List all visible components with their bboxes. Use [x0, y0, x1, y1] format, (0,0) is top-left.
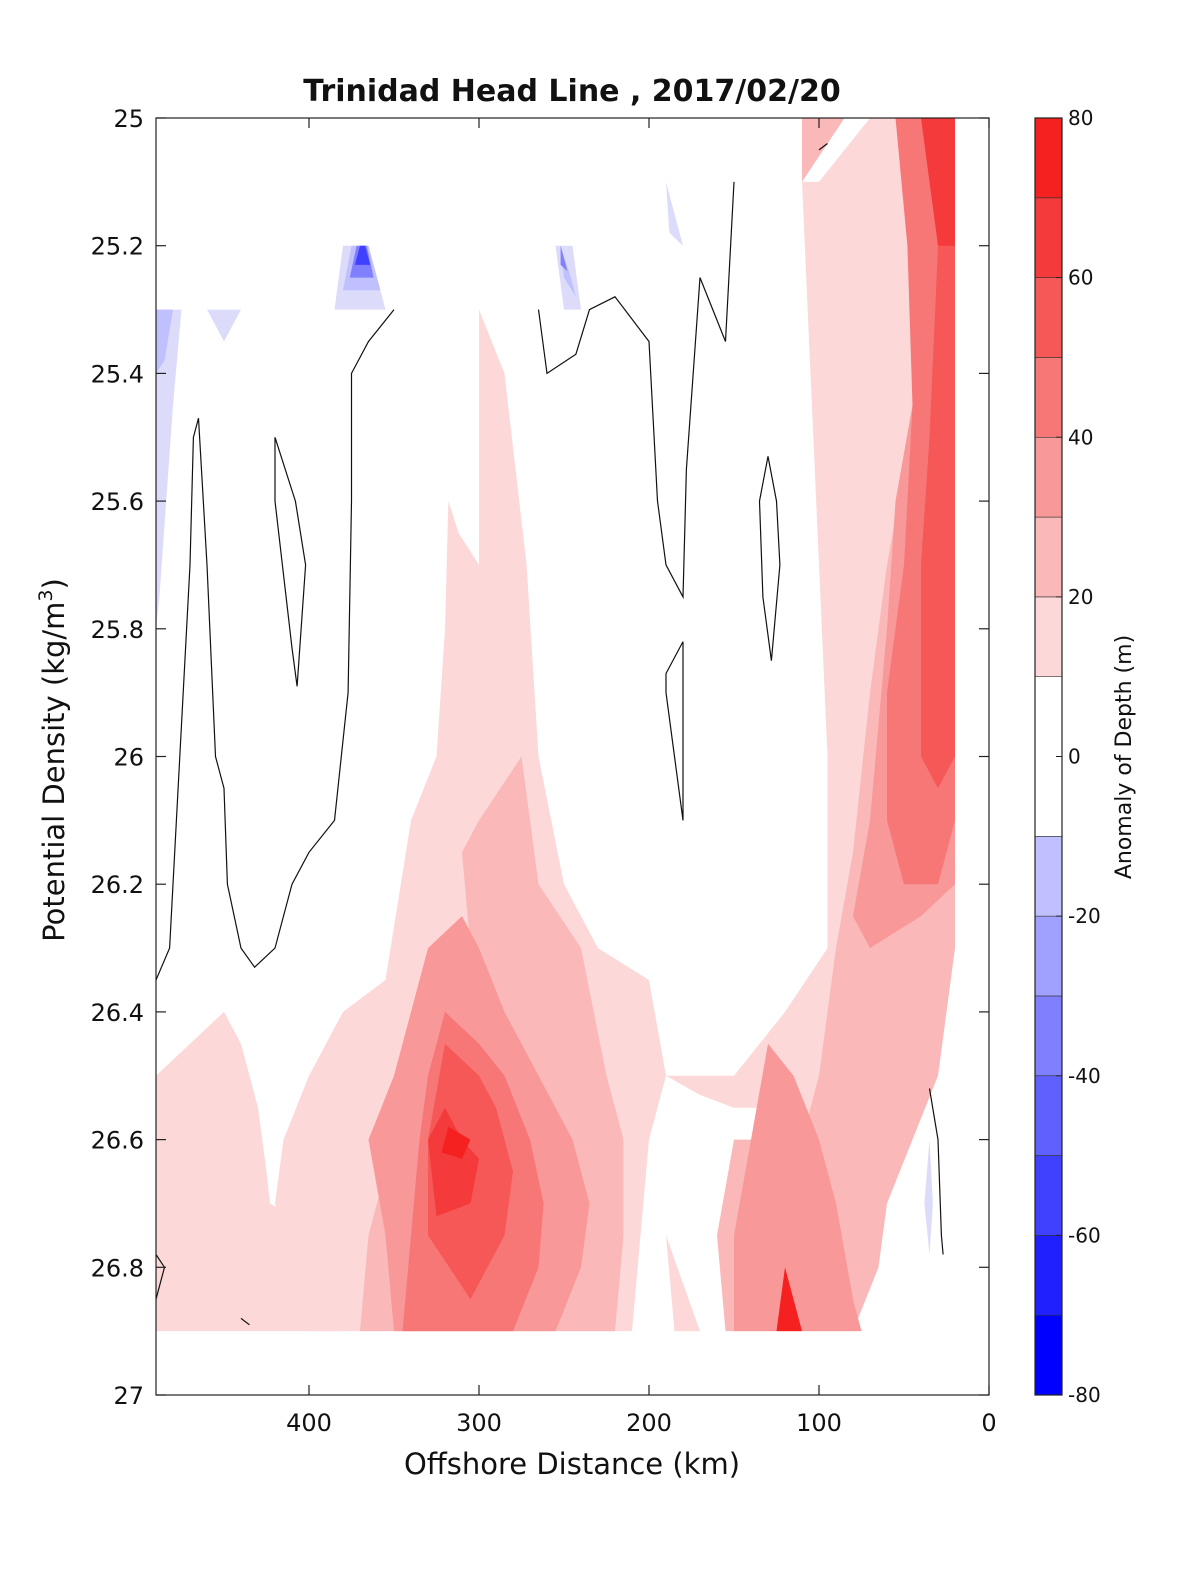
- x-axis-ticks: 400 300 200 100 0: [286, 118, 997, 1437]
- colorbar-tick-label--20: -20: [1068, 904, 1101, 928]
- colorbar-segments: [1034, 117, 1063, 1396]
- contour-fill-layer: [156, 118, 955, 1332]
- zero-contour-line-4: [665, 641, 684, 821]
- zero-contour-layer: [156, 143, 944, 1326]
- y-axis-title: Potential Density (kg/m3): [35, 578, 71, 942]
- y-axis-title-main: Potential Density (kg/m: [37, 602, 71, 942]
- y-tick-label-26: 26: [113, 744, 144, 772]
- colorbar-tick-label-60: 60: [1068, 266, 1093, 290]
- y-tick-label-25: 25: [113, 105, 144, 133]
- x-tick-label-300: 300: [456, 1409, 502, 1437]
- contour-region-pos50-21: [921, 118, 955, 789]
- zero-contour-line-3: [758, 456, 781, 661]
- zero-contour-line-7: [240, 1317, 250, 1326]
- contour-region-pos60-22: [428, 1107, 479, 1217]
- contour-region-neg10-3: [207, 309, 241, 342]
- colorbar-band--20--10: [1034, 836, 1063, 917]
- colorbar-band-40-50: [1034, 357, 1063, 438]
- colorbar-band--50--40: [1034, 1075, 1063, 1156]
- contour-region-neg10-7: [924, 1139, 933, 1255]
- colorbar-tick-label-20: 20: [1068, 585, 1093, 609]
- y-axis-title-superscript: 3: [35, 589, 57, 601]
- contour-region-neg10-6: [666, 181, 683, 246]
- contour-region-neg20-12: [560, 245, 576, 297]
- colorbar-band--80--70: [1034, 1314, 1063, 1396]
- contour-region-pos10-1: [156, 1011, 343, 1332]
- colorbar-tick-label--60: -60: [1068, 1223, 1101, 1247]
- colorbar-band-60-70: [1034, 197, 1063, 278]
- zero-contour-line-8: [818, 143, 828, 151]
- colorbar-tick-label-80: 80: [1068, 106, 1093, 130]
- colorbar: -80 -60 -40 -20 0 20 40 60 80 Anomaly of Depth (…: [1034, 106, 1137, 1407]
- x-tick-label-200: 200: [626, 1409, 672, 1437]
- contour-region-neg10-2: [156, 309, 182, 629]
- zero-contour-line-5: [928, 1088, 944, 1255]
- colorbar-ticks: -80 -60 -40 -20 0 20 40 60 80: [1056, 106, 1101, 1407]
- y-tick-label-25.2: 25.2: [91, 233, 144, 261]
- colorbar-band-70-80: [1034, 117, 1063, 199]
- colorbar-tick-label--80: -80: [1068, 1383, 1101, 1407]
- y-tick-label-26.2: 26.2: [91, 871, 144, 899]
- x-tick-label-400: 400: [286, 1409, 332, 1437]
- contour-region-neg60-24: [354, 245, 371, 265]
- y-tick-label-26.6: 26.6: [91, 1127, 144, 1155]
- colorbar-tick-label-40: 40: [1068, 425, 1093, 449]
- colorbar-band--30--20: [1034, 915, 1063, 997]
- chart-title: Trinidad Head Line , 2017/02/20: [303, 74, 840, 109]
- colorbar-title: Anomaly of Depth (m): [1112, 635, 1137, 879]
- x-axis-title: Offshore Distance (km): [404, 1447, 740, 1481]
- colorbar-band-20-30: [1034, 516, 1063, 598]
- colorbar-band--70--60: [1034, 1235, 1063, 1316]
- zero-contour-line-1: [274, 437, 307, 687]
- contour-region-pos70-26: [776, 1267, 802, 1332]
- colorbar-band-50-60: [1034, 277, 1063, 358]
- colorbar-band-10-20: [1034, 596, 1063, 677]
- y-axis-ticks: 25 25.2 25.4 25.6 25.8 26 26.2 26.4 26.6 26.8 27: [91, 105, 989, 1410]
- y-tick-label-26.4: 26.4: [91, 999, 144, 1027]
- y-axis-title-suffix: ): [37, 578, 71, 589]
- y-tick-label-25.4: 25.4: [91, 360, 144, 388]
- colorbar-band-30-40: [1034, 436, 1063, 518]
- y-tick-label-26.8: 26.8: [91, 1254, 144, 1282]
- colorbar-band--40--30: [1034, 995, 1063, 1077]
- contour-region-neg40-19: [560, 245, 568, 272]
- colorbar-tick-label-0: 0: [1068, 745, 1081, 769]
- plot-area: 400 300 200 100 0 25 25.2 25.4 25.6 25.8 26 26.2 26…: [91, 105, 997, 1437]
- colorbar-tick-label--40: -40: [1068, 1064, 1101, 1088]
- contour-region-pos20-9: [717, 118, 955, 1332]
- x-tick-label-100: 100: [796, 1409, 842, 1437]
- y-tick-label-27: 27: [113, 1382, 144, 1410]
- colorbar-band--60--50: [1034, 1155, 1063, 1236]
- y-tick-label-25.6: 25.6: [91, 488, 144, 516]
- contour-region-neg20-10: [156, 309, 173, 374]
- y-tick-label-25.8: 25.8: [91, 616, 144, 644]
- zero-contour-line-2: [537, 181, 735, 600]
- zero-contour-line-0: [156, 309, 395, 981]
- contour-region-pos30-15: [734, 1043, 862, 1332]
- contour-region-pos70-25: [441, 1126, 471, 1159]
- x-tick-label-0: 0: [981, 1409, 996, 1437]
- contour-region-pos60-23: [921, 118, 955, 246]
